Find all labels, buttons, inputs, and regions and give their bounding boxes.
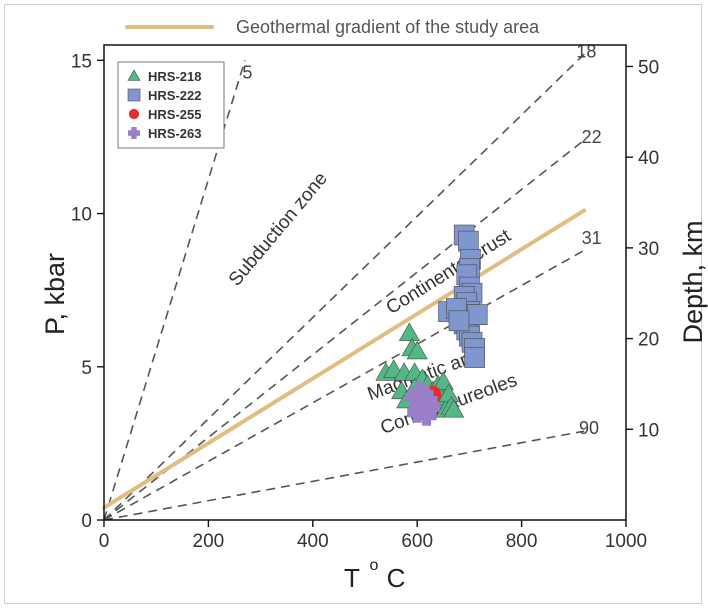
gradient-line-label-18: 18 bbox=[576, 41, 596, 61]
legend-label-hrs-255: HRS-255 bbox=[148, 107, 201, 122]
gradient-line-31 bbox=[104, 249, 585, 520]
y2-tick-label-0: 10 bbox=[638, 420, 659, 441]
gradient-line-label-31: 31 bbox=[582, 228, 602, 248]
legend: HRS-218 HRS-222 HRS-255 HRS-263 bbox=[117, 61, 225, 149]
y2-tick-label-2: 30 bbox=[638, 239, 659, 260]
plot-area-frame bbox=[103, 44, 627, 521]
point-hrs-218-20 bbox=[443, 399, 465, 418]
x-tick-label-1: 200 bbox=[193, 531, 225, 552]
legend-label-hrs-222: HRS-222 bbox=[148, 88, 201, 103]
point-hrs-263-7 bbox=[420, 396, 441, 417]
gradient-line-label-90: 90 bbox=[579, 418, 599, 438]
data-points-layer bbox=[375, 224, 488, 426]
legend-marker-hrs-255 bbox=[128, 108, 140, 120]
figure-border bbox=[4, 4, 702, 604]
x-axis-label-unit: C bbox=[387, 563, 406, 593]
y-axis-label: P, kbar bbox=[40, 253, 70, 335]
y-tick-label-3: 15 bbox=[71, 51, 92, 72]
point-hrs-222-19 bbox=[464, 347, 485, 368]
y2-tick-label-4: 50 bbox=[638, 57, 659, 78]
legend-marker-hrs-218 bbox=[127, 69, 141, 81]
y2-axis-label: Depth, km bbox=[678, 220, 708, 343]
x-axis-label: T o C bbox=[344, 557, 405, 593]
axes-layer: 0 200 400 600 800 1000 0 5 10 15 10 20 30 40 50 bbox=[71, 51, 659, 552]
legend-label-hrs-263: HRS-263 bbox=[148, 126, 201, 141]
x-axis-label-degree: o bbox=[370, 557, 379, 574]
gradient-line-90 bbox=[104, 430, 585, 520]
legend-marker-hrs-263 bbox=[128, 127, 140, 139]
geotherm-legend: Geothermal gradient of the study area bbox=[125, 17, 540, 37]
gradient-line-label-22: 22 bbox=[582, 127, 602, 147]
x-tick-label-4: 800 bbox=[506, 531, 538, 552]
point-hrs-222-22 bbox=[448, 310, 470, 332]
point-hrs-218-4 bbox=[398, 322, 420, 341]
x-tick-label-0: 0 bbox=[99, 531, 110, 552]
y-tick-label-2: 10 bbox=[71, 205, 92, 226]
point-hrs-218-7 bbox=[406, 340, 428, 360]
legend-label-hrs-218: HRS-218 bbox=[148, 69, 201, 84]
point-hrs-263-8 bbox=[409, 381, 430, 402]
point-hrs-222-1 bbox=[458, 230, 479, 252]
point-hrs-222-20 bbox=[466, 304, 488, 325]
legend-marker-hrs-222 bbox=[127, 88, 141, 102]
y2-tick-label-1: 20 bbox=[638, 330, 659, 351]
gradient-lines-layer bbox=[104, 53, 585, 520]
x-axis-label-main: T bbox=[344, 563, 360, 593]
gradient-line-22 bbox=[104, 139, 585, 520]
gradient-line-5 bbox=[104, 60, 246, 520]
y-tick-label-0: 0 bbox=[81, 511, 92, 532]
y2-tick-label-3: 40 bbox=[638, 148, 659, 169]
x-tick-label-2: 400 bbox=[297, 531, 329, 552]
gradient-line-label-5: 5 bbox=[242, 63, 252, 83]
annotation-subduction-zone: Subduction zone bbox=[225, 168, 332, 290]
geotherm-legend-label: Geothermal gradient of the study area bbox=[236, 17, 540, 37]
x-tick-label-3: 600 bbox=[401, 531, 433, 552]
geotherm-line bbox=[102, 208, 587, 510]
y-tick-label-1: 5 bbox=[81, 358, 92, 379]
x-tick-label-5: 1000 bbox=[605, 531, 647, 552]
gradient-line-18 bbox=[104, 53, 585, 520]
